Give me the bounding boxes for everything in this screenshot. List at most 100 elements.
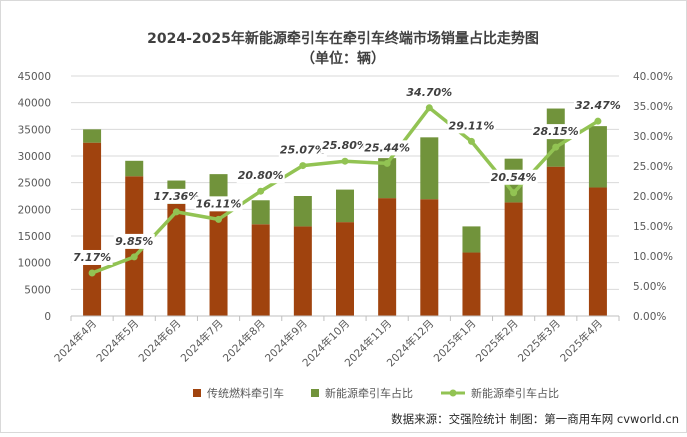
y-right-tick-label: 30.00% [633,131,673,143]
bar-traditional-fuel [420,199,439,316]
y-left-tick-label: 15000 [18,231,51,243]
bar-new-energy [209,174,228,198]
share-line-point [88,269,96,277]
share-line-point [172,208,180,216]
y-left-tick-label: 10000 [18,258,51,270]
bar-traditional-fuel [336,222,354,316]
share-line-point [510,189,518,197]
data-label-bg [447,118,496,134]
share-data-label: 34.70% [406,86,452,99]
y-left-tick-label: 20000 [18,204,51,216]
share-data-label: 28.15% [533,125,579,138]
data-label-bg [278,142,327,158]
y-right-tick-label: 40.00% [633,71,673,83]
x-tick-label: 2024年5月 [94,317,142,365]
share-data-label: 9.85% [115,235,153,248]
share-data-label: 20.54% [491,171,537,184]
legend-label-share: 新能源牵引车占比 [471,386,559,400]
share-line-point [425,104,433,112]
data-label-bg [194,196,243,212]
bar-new-energy [125,160,144,177]
bar-traditional-fuel [504,202,523,316]
chart-subtitle: （单位：辆） [301,50,385,67]
bar-new-energy [293,196,312,227]
share-data-label: 20.80% [238,169,284,182]
share-line-point [467,137,475,145]
y-right-tick-label: 10.00% [633,251,673,263]
y-right-tick-label: 25.00% [633,161,673,173]
x-tick-label: 2024年7月 [178,317,226,365]
bar-new-energy [336,189,354,223]
data-label-bg [363,140,412,156]
y-right-tick-label: 35.00% [633,101,673,113]
y-left-tick-label: 45000 [18,71,51,83]
legend-label-traditional: 传统燃料牵引车 [207,386,284,400]
data-label-bg [236,168,285,184]
y-left-tick-label: 25000 [18,178,51,190]
share-data-label: 7.17% [73,251,111,264]
bar-traditional-fuel [209,197,228,316]
share-line-point [594,117,602,125]
share-data-label: 17.36% [153,190,199,203]
share-line-point [215,215,223,223]
data-label-bg [113,233,155,249]
bar-new-energy [378,158,397,199]
share-line-point [383,159,391,167]
legend-swatch-new-energy [311,389,319,397]
share-data-label: 25.80% [322,139,368,152]
x-tick-label: 2025年2月 [473,317,521,365]
y-right-tick-label: 20.00% [633,191,673,203]
share-line-point [552,143,560,151]
bar-new-energy [420,137,439,200]
data-label-bg [489,169,538,185]
x-tick-label: 2025年3月 [515,317,563,365]
line-layer: 7.17% 9.85% 17.36%16.11% 20.80% 25.07%25.80%… [71,84,622,277]
data-label-bg [573,98,622,114]
bar-traditional-fuel [378,198,397,316]
share-data-label: 32.47% [575,99,621,112]
y-left-tick-label: 35000 [18,124,51,136]
share-line-point [341,157,349,165]
bar-traditional-fuel [251,224,270,316]
bar-new-energy [588,126,607,188]
bar-traditional-fuel [83,142,102,316]
source-note: 数据来源：交强险统计 制图：第一商用车网 cvworld.cn [391,412,679,426]
y-right-tick-label: 0.00% [633,311,666,323]
share-data-label: 25.07% [280,144,326,157]
share-data-label: 29.11% [449,119,495,132]
x-tick-label: 2024年6月 [136,317,184,365]
y-right-tick-label: 5.00% [633,281,666,293]
bar-new-energy [83,129,102,143]
data-label-bg [71,249,113,265]
bar-traditional-fuel [293,226,312,316]
share-line-point [299,162,307,170]
share-data-label: 25.44% [364,141,410,154]
legend-marker-share [449,389,457,397]
x-tick-label: 2025年4月 [557,317,605,365]
bar-new-energy [251,200,270,225]
share-line-point [130,253,138,261]
y-left-tick-label: 5000 [24,284,51,296]
bar-traditional-fuel [546,166,565,316]
data-label-bg [321,138,369,154]
data-label-bg [152,188,201,204]
legend-label-new-energy: 新能源牵引车占比 [325,386,413,400]
chart-title: 2024-2025年新能源牵引车在牵引车终端市场销量占比走势图 [147,30,539,47]
share-line-point [257,187,265,195]
data-label-bg [405,84,454,100]
bar-traditional-fuel [167,204,186,316]
bar-traditional-fuel [588,187,607,316]
share-data-label: 16.11% [196,197,242,210]
data-label-bg [531,124,580,140]
bar-traditional-fuel [462,252,481,316]
x-tick-label: 2024年4月 [52,317,100,365]
legend: 传统燃料牵引车 新能源牵引车占比 新能源牵引车占比 [193,386,559,400]
bar-new-energy [462,226,481,253]
y-right-tick-label: 15.00% [633,221,673,233]
y-left-tick-label: 30000 [18,151,51,163]
y-left-tick-label: 40000 [18,98,51,110]
x-tick-label: 2025年1月 [431,317,479,365]
y-left-tick-label: 0 [44,311,51,323]
